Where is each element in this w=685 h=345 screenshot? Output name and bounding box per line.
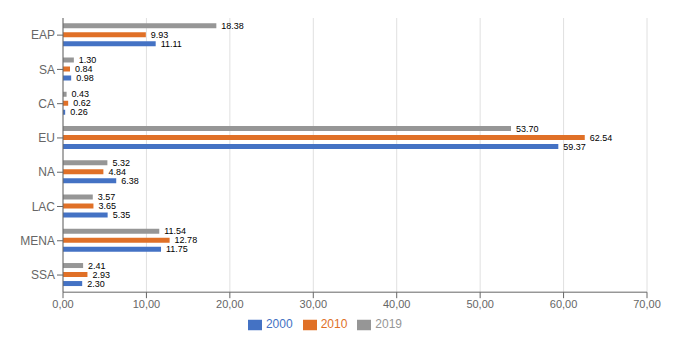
svg-text:2.30: 2.30 bbox=[87, 279, 105, 289]
svg-text:3.57: 3.57 bbox=[97, 192, 116, 203]
svg-text:1.30: 1.30 bbox=[78, 55, 97, 66]
svg-text:10,00: 10,00 bbox=[133, 298, 161, 310]
svg-text:2.41: 2.41 bbox=[88, 260, 106, 271]
svg-text:3.65: 3.65 bbox=[98, 201, 116, 212]
svg-text:62.54: 62.54 bbox=[590, 133, 613, 143]
svg-text:40,00: 40,00 bbox=[383, 298, 411, 310]
svg-text:20,00: 20,00 bbox=[216, 298, 244, 310]
svg-text:2.93: 2.93 bbox=[92, 269, 110, 280]
svg-text:NA: NA bbox=[38, 165, 55, 179]
svg-text:0.43: 0.43 bbox=[71, 89, 90, 100]
svg-text:30,00: 30,00 bbox=[300, 298, 328, 310]
svg-text:4.84: 4.84 bbox=[108, 166, 126, 177]
svg-text:5.32: 5.32 bbox=[112, 157, 130, 168]
svg-text:60,00: 60,00 bbox=[550, 298, 578, 310]
svg-text:70,00: 70,00 bbox=[633, 298, 661, 310]
svg-text:11.11: 11.11 bbox=[161, 39, 182, 49]
svg-text:SSA: SSA bbox=[31, 268, 55, 282]
svg-text:0.26: 0.26 bbox=[70, 107, 88, 117]
svg-text:12.78: 12.78 bbox=[174, 235, 198, 246]
html-text:2000: 2000 bbox=[265, 317, 293, 332]
svg-text:0.62: 0.62 bbox=[73, 98, 91, 109]
svg-text:6.38: 6.38 bbox=[121, 176, 139, 186]
svg-text:EAP: EAP bbox=[31, 28, 55, 42]
svg-text:EU: EU bbox=[38, 131, 55, 145]
svg-text:LAC: LAC bbox=[32, 200, 56, 214]
svg-text:50,00: 50,00 bbox=[466, 298, 494, 310]
svg-text:9.93: 9.93 bbox=[150, 29, 169, 40]
svg-text:0.84: 0.84 bbox=[75, 64, 93, 75]
svg-text:SA: SA bbox=[39, 63, 55, 77]
svg-text:59.37: 59.37 bbox=[563, 142, 586, 152]
svg-text:CA: CA bbox=[38, 97, 55, 111]
html-text:2019: 2019 bbox=[375, 317, 402, 332]
svg-text:5.35: 5.35 bbox=[113, 210, 131, 220]
svg-text:18.38: 18.38 bbox=[221, 21, 244, 31]
svg-text:0.98: 0.98 bbox=[76, 73, 94, 83]
svg-text:53.70: 53.70 bbox=[516, 124, 539, 134]
svg-text:11.75: 11.75 bbox=[166, 244, 188, 254]
svg-text:11.54: 11.54 bbox=[164, 226, 187, 237]
svg-text:0,00: 0,00 bbox=[52, 298, 73, 310]
svg-text:MENA: MENA bbox=[20, 234, 55, 248]
html-text:2010: 2010 bbox=[320, 317, 348, 332]
